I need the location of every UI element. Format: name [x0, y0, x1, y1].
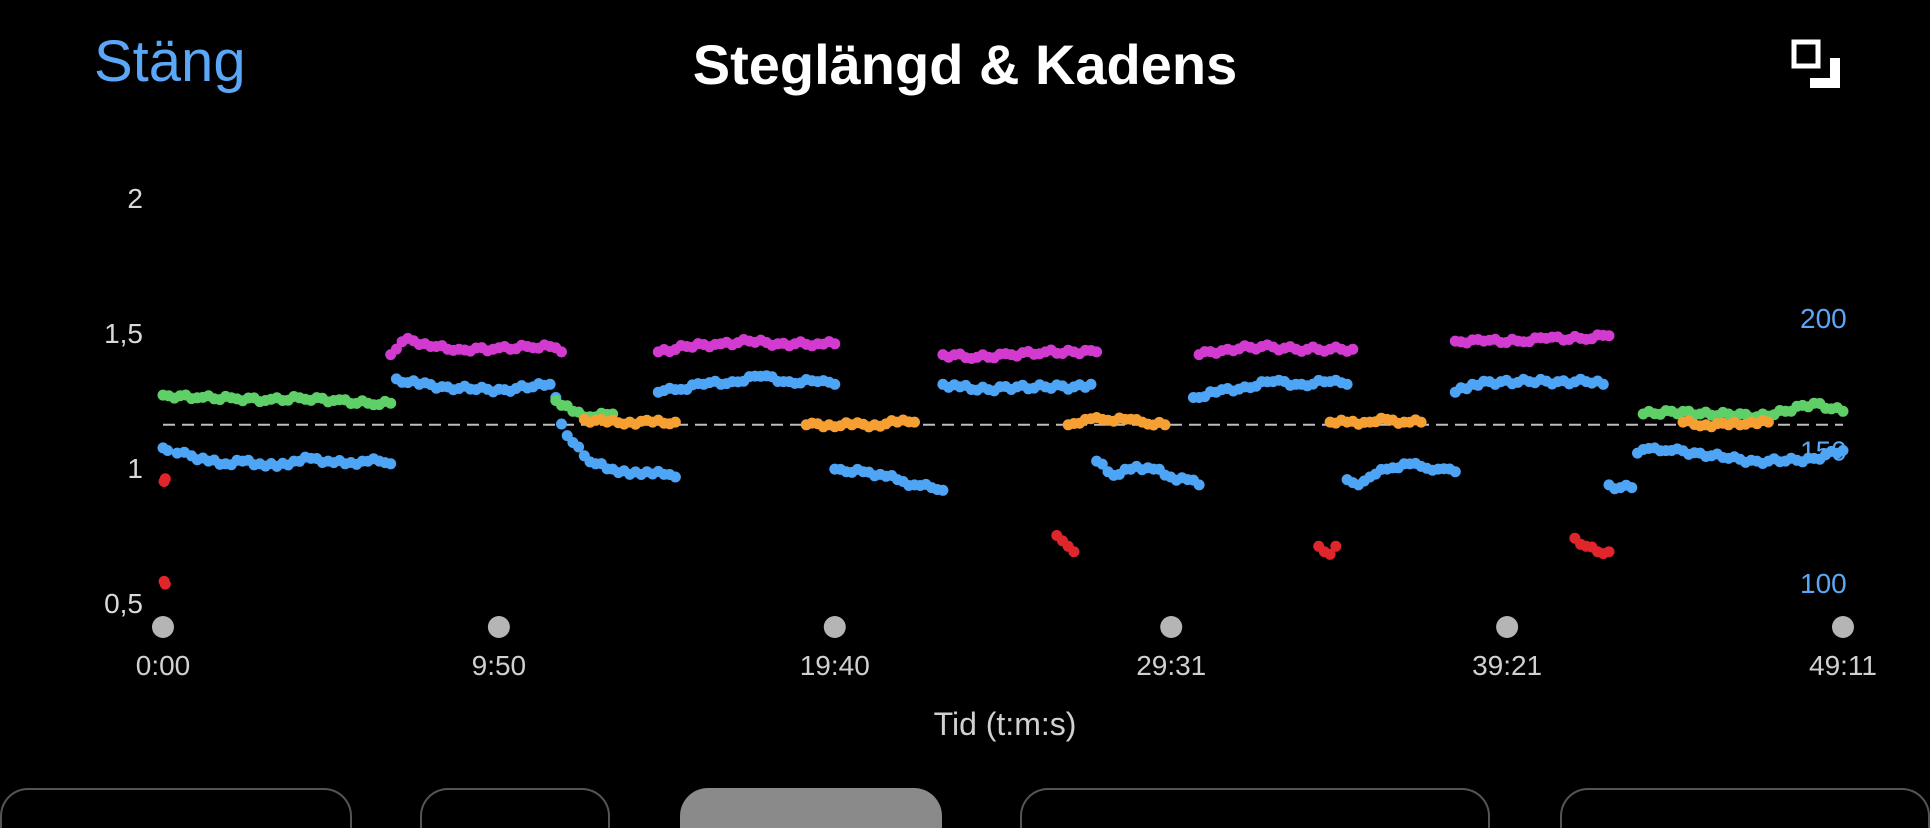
y-left-tick-label: 1,5: [104, 318, 143, 349]
close-button[interactable]: Stäng: [94, 29, 246, 94]
x-tick-label: 9:50: [472, 650, 527, 681]
x-tick-marker: [823, 616, 846, 638]
tab-4[interactable]: [1020, 788, 1490, 828]
tab-2[interactable]: [420, 788, 610, 828]
series-cadence-points: [1187, 374, 1353, 403]
expand-button[interactable]: [1790, 38, 1846, 94]
series-cadence-points: [829, 463, 949, 496]
expand-icon: [1791, 39, 1840, 88]
series-cadence-points: [937, 378, 1097, 397]
series-zone_red-points: [1313, 540, 1342, 560]
series-zone_pink-points: [1449, 329, 1615, 349]
series-zone_orange-points: [578, 413, 681, 430]
series-cadence-points: [390, 373, 681, 483]
series-zone_orange-points: [1677, 415, 1774, 433]
series-zone_pink-points: [937, 344, 1103, 364]
series-zone_red-points: [158, 575, 171, 590]
y-left-tick-label: 1: [127, 453, 143, 484]
x-tick-label: 39:21: [1472, 650, 1542, 681]
tab-bar: [0, 788, 1930, 828]
y-right-tick-label: 200: [1800, 303, 1847, 334]
tab-3[interactable]: [680, 788, 942, 828]
series-zone_red-points: [1569, 532, 1615, 560]
series-zone_pink-points: [1193, 339, 1359, 361]
x-tick-marker: [1496, 616, 1519, 638]
x-tick-marker: [487, 616, 510, 638]
series-cadence-points: [652, 370, 841, 398]
tab-5[interactable]: [1560, 788, 1930, 828]
series-zone_orange-points: [800, 414, 920, 433]
series-zone_green-points: [157, 389, 397, 411]
x-tick-marker: [1832, 616, 1854, 638]
series-zone_red-points: [158, 473, 171, 487]
series-zone_orange-points: [1324, 412, 1427, 430]
x-axis-label: Tid (t:m:s): [934, 706, 1077, 742]
series-zone_red-points: [1051, 530, 1080, 558]
y-left-tick-label: 2: [127, 183, 143, 214]
series-zone_pink-points: [385, 332, 567, 361]
y-left-tick-label: 0,5: [104, 588, 143, 619]
x-tick-label: 19:40: [800, 650, 870, 681]
series-cadence-points: [157, 442, 397, 472]
series-cadence-points: [1449, 373, 1609, 398]
series-zone_pink-points: [652, 334, 841, 358]
x-tick-marker: [1160, 616, 1183, 638]
x-tick-marker: [152, 616, 174, 638]
series-cadence-points: [1603, 479, 1638, 495]
series-zone_orange-points: [1062, 412, 1171, 431]
series-cadence-points: [1341, 457, 1461, 491]
series-zone_green-points: [1637, 397, 1849, 424]
page-title: Steglängd & Kadens: [692, 33, 1238, 96]
series-cadence-points: [1632, 442, 1849, 469]
x-tick-label: 0:00: [136, 650, 191, 681]
tab-1[interactable]: [0, 788, 352, 828]
series-cadence-points: [1091, 455, 1205, 491]
x-tick-label: 29:31: [1136, 650, 1206, 681]
y-right-tick-label: 100: [1800, 568, 1847, 599]
x-tick-label: 49:11: [1809, 650, 1877, 681]
